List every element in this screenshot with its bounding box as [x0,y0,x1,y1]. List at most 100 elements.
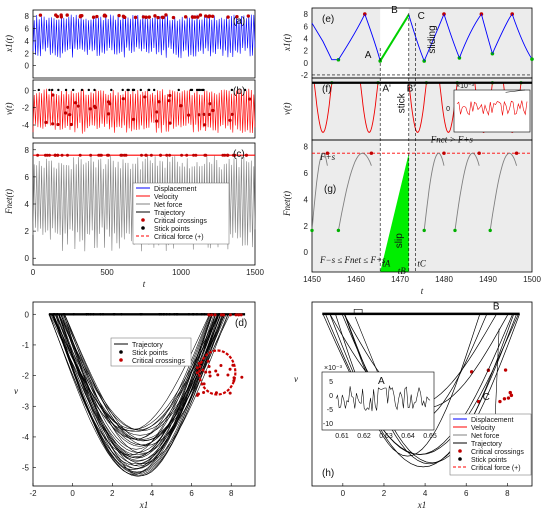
panel-e-segment [338,13,366,60]
panel-g-net-force [454,152,480,231]
stick-point [99,312,102,316]
panel-g-ytick-label: 6 [304,169,309,178]
panel-g-ylabel: Fnet(t) [282,191,292,217]
critical-crossing-point [78,14,83,18]
panel-d-xlabel: x1 [139,500,149,510]
panel-f-inset-series [456,100,528,117]
critical-crossing-point [203,153,207,157]
critical-crossing-point [159,153,163,157]
panel-c-xtick-label: 0 [31,268,36,277]
critical-crossing-point [246,14,251,18]
panel-g-net-force [337,152,372,231]
stick-point [488,228,492,233]
critical-crossing-point [214,391,218,395]
critical-crossing-point [208,102,212,106]
panel-f-inset-exponent: ×10⁻³ [456,83,475,90]
panel-b-label: (b) [233,86,245,97]
panel-e-segment [480,13,493,54]
panel-e-segment [408,14,425,62]
panel-d-xtick-label: 6 [189,489,194,498]
point-b-label: B [391,5,398,16]
critical-crossing-point [226,373,230,377]
legend-c-entry: Critical force (+) [154,234,204,241]
panel-g-xtick-label: 1470 [391,275,409,284]
stick-point [177,88,180,92]
panel-e-segment [379,14,410,62]
critical-crossing-point [234,313,238,317]
slip-region [380,153,409,272]
critical-crossing-point [207,112,211,117]
panel-g-xlabel: t [421,286,424,296]
critical-crossing-point [196,15,200,19]
panel-g-ytick-label: 2 [304,222,309,231]
panel-e-ylabel: x1(t) [282,34,292,52]
critical-crossing-point [56,153,60,157]
legend-h-box [449,413,532,476]
critical-crossing-point [89,153,93,157]
panel-g-xtick-label: 1460 [347,275,365,284]
stick-point [52,312,56,316]
critical-crossing-point [76,104,80,108]
panel-h-xtick-label: 0 [341,489,346,498]
stick-point [243,88,247,92]
stick-point [195,312,199,316]
stick-point [48,88,51,92]
panel-g-net-force [489,152,518,231]
panel-g-ytick-label: 8 [304,143,309,152]
critical-crossing-point [68,113,72,117]
critical-crossing-point [183,15,188,19]
stick-point [336,228,341,233]
critical-crossing-point [196,392,200,396]
critical-crossing-point [506,396,511,400]
critical-crossing-point [502,397,507,401]
critical-crossing-point [53,153,57,157]
panel-d-frame [32,301,256,487]
panel-h-xtick-label: 8 [505,489,510,498]
critical-crossing-point [155,110,159,114]
critical-crossing-point [63,111,68,115]
stick-point [64,88,68,92]
stick-point [56,312,59,316]
critical-crossing-point [168,93,172,98]
legend-h-entry: Trajectory [471,441,502,448]
legend-d-entry: Trajectory [132,342,163,349]
panel-h-inset-ytick: -5 [327,407,333,414]
critical-crossing-point [147,15,151,19]
critical-crossing-point [219,363,223,367]
critical-crossing-point [236,313,240,317]
critical-crossing-point [503,368,508,372]
panel-h-inset-label: A [378,376,385,387]
stick-point [131,88,135,92]
panel-d-label: (d) [235,318,247,329]
critical-crossing-point [198,13,203,17]
panel-h-inset-xtick: 0.64 [401,433,415,440]
stick-point [80,88,84,92]
critical-crossing-point [179,104,183,108]
critical-crossing-point [206,14,211,19]
critical-crossing-point [51,93,55,97]
panel-d-xtick-label: 2 [110,489,115,498]
critical-crossing-point [167,99,171,103]
panel-g-net-force [423,152,445,231]
panel-d-ytick-label: -2 [22,372,30,381]
legend-h-entry: Stick points [471,457,507,464]
panel-h-inset-series [335,385,431,412]
legend-h-entry: Displacement [471,417,513,424]
critical-crossing-point [38,13,43,17]
panel-a-ytick-label: 8 [25,12,30,21]
panel-h-label: (h) [322,468,334,479]
stick-point [530,57,534,61]
critical-crossings-cluster [198,349,237,396]
critical-crossing-point [165,153,169,157]
legend-h-entry: Velocity [471,425,496,432]
stick-point [72,312,76,316]
critical-crossing-point [208,370,212,374]
panel-g-ytick-label: 0 [304,248,309,257]
panel-a-ytick-label: 6 [25,25,30,34]
trajectory-curve [63,314,215,467]
critical-crossing-point [203,123,207,127]
critical-crossing-point [232,379,236,383]
stick-point [217,312,221,316]
critical-crossing-point [95,14,99,19]
panel-h-inset-ytick: 0 [329,393,333,400]
